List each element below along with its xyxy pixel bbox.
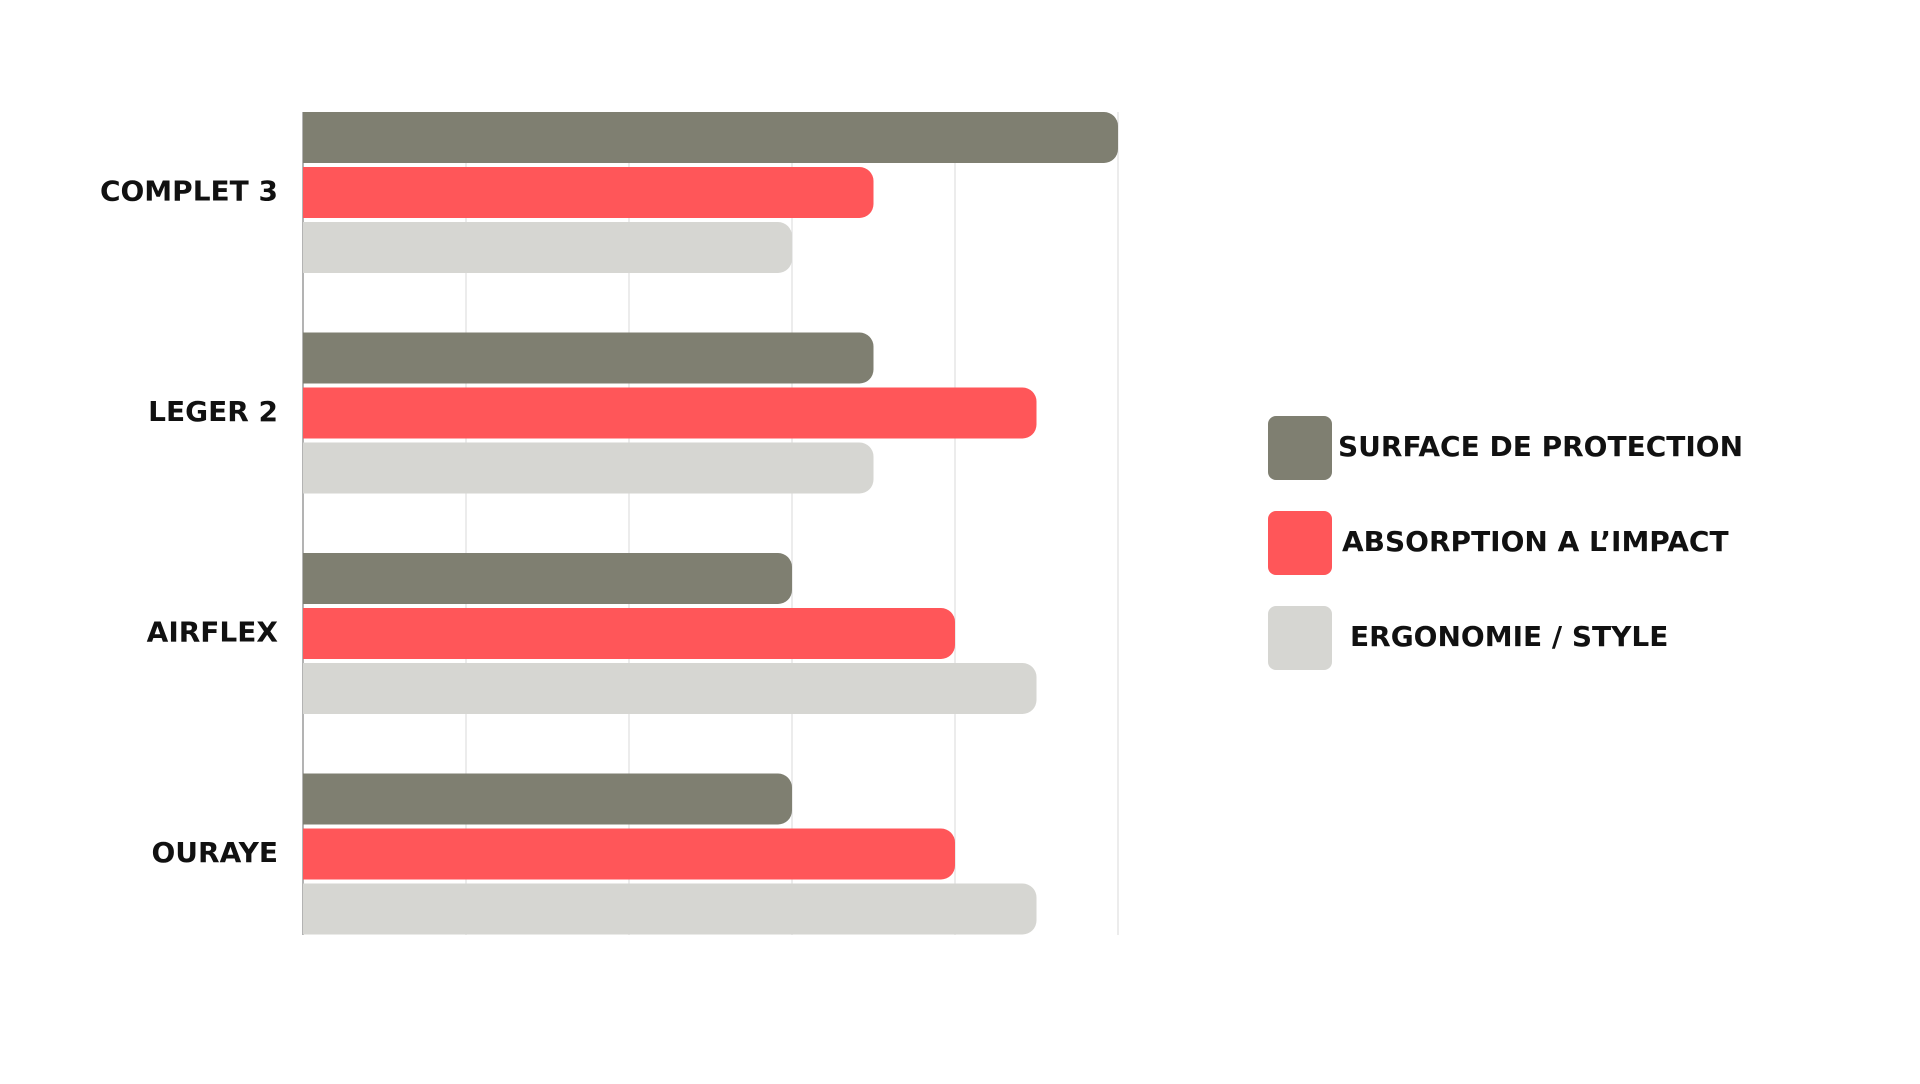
bar-airflex-absorption-a-l-impact [303,608,955,659]
legend-swatch-ergonomie-style [1268,606,1332,670]
bar-airflex-surface-de-protection [303,553,792,604]
category-label: COMPLET 3 [100,175,278,208]
category-labels: COMPLET 3 LEGER 2 AIRFLEX OURAYE [100,175,278,870]
bars [303,112,1118,935]
bar-leger-2-absorption-a-l-impact [303,387,1037,439]
bar-ouraye-absorption-a-l-impact [303,828,955,880]
bar-leger-2-ergonomie-style [303,442,874,494]
bar-complet-3-ergonomie-style [303,222,792,273]
legend: SURFACE DE PROTECTION ABSORPTION A L’IMPA… [1268,416,1743,670]
bar-ouraye-ergonomie-style [303,883,1037,935]
category-label: LEGER 2 [148,395,278,428]
bar-leger-2-surface-de-protection [303,332,874,384]
legend-label-surface-de-protection: SURFACE DE PROTECTION [1338,430,1743,463]
category-label: AIRFLEX [147,616,279,649]
category-label: OURAYE [152,836,279,869]
bar-ouraye-surface-de-protection [303,773,792,825]
bar-airflex-ergonomie-style [303,663,1037,714]
bar-complet-3-absorption-a-l-impact [303,167,874,218]
legend-label-ergonomie-style: ERGONOMIE / STYLE [1350,620,1668,653]
legend-swatch-absorption-a-l-impact [1268,511,1332,575]
bar-complet-3-surface-de-protection [303,112,1118,163]
legend-swatch-surface-de-protection [1268,416,1332,480]
legend-label-absorption-a-l-impact: ABSORPTION A L’IMPACT [1342,525,1729,558]
